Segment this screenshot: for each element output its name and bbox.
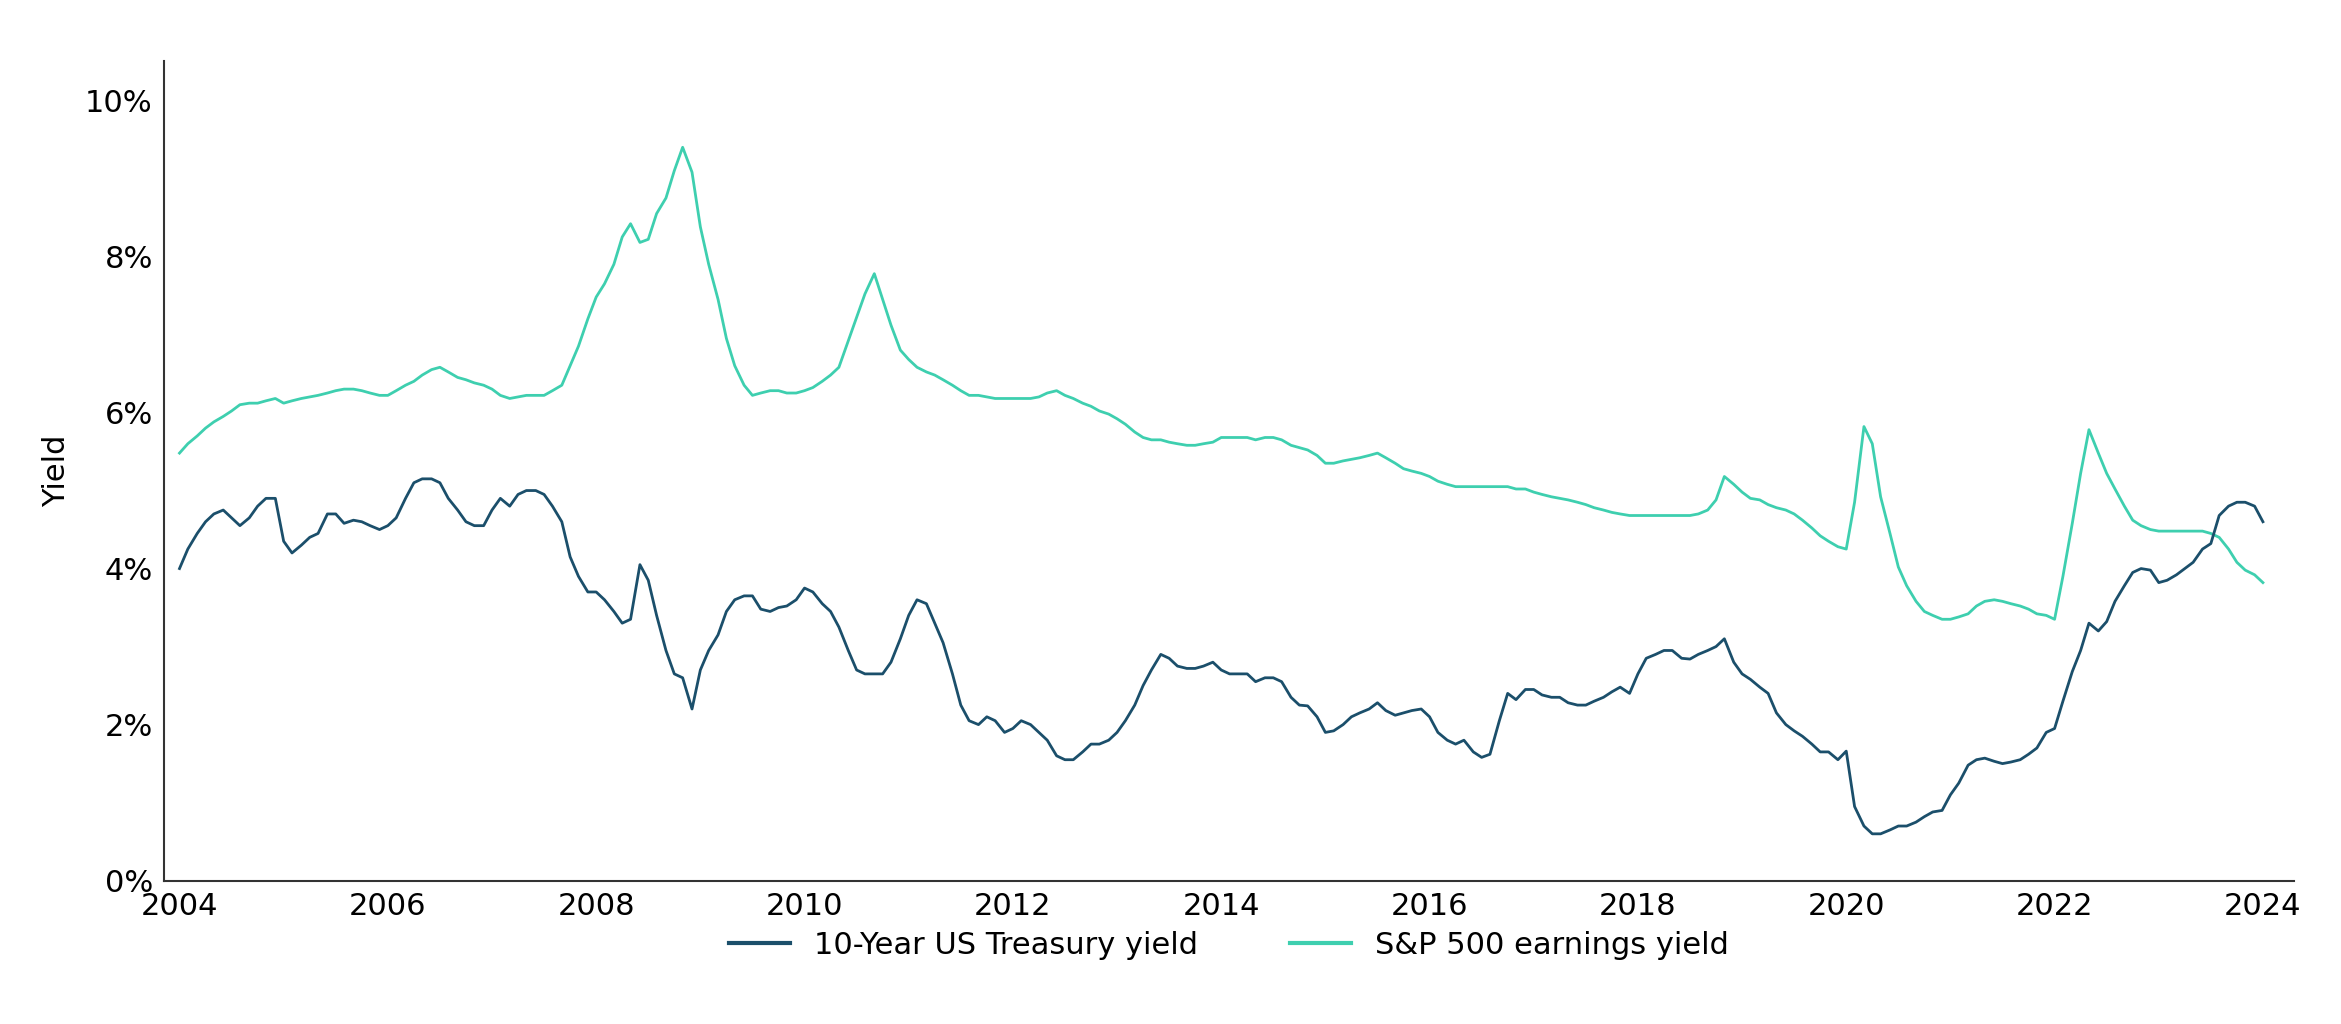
- Y-axis label: Yield: Yield: [42, 435, 70, 507]
- Legend: 10-Year US Treasury yield, S&P 500 earnings yield: 10-Year US Treasury yield, S&P 500 earni…: [716, 919, 1742, 972]
